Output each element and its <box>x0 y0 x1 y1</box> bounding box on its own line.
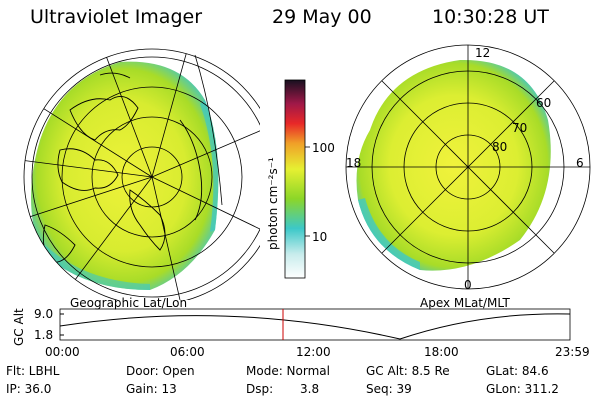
ip-info: IP: 36.0 <box>6 382 52 396</box>
app-title: Ultraviolet Imager <box>30 6 203 28</box>
colorbar-gradient <box>284 79 306 279</box>
mlat-label-60: 60 <box>536 96 552 110</box>
gain-info: Gain: 13 <box>126 382 177 396</box>
glon-info: GLon: 311.2 <box>486 382 559 396</box>
polar-grid <box>345 44 591 290</box>
date-label: 29 May 00 <box>272 6 372 28</box>
seq-info: Seq: 39 <box>366 382 412 396</box>
mlat-label-80: 80 <box>492 140 508 154</box>
mlat-label-70: 70 <box>512 121 528 135</box>
altitude-ylabel: GC Alt <box>12 308 26 346</box>
geographic-image-panel <box>23 48 260 300</box>
coastlines <box>42 72 203 263</box>
filter-info: Flt: LBHL <box>6 364 60 378</box>
time-tick-2359: 23:59 <box>555 345 590 359</box>
mlt-label-12: 12 <box>475 46 491 60</box>
colorbar <box>284 79 310 279</box>
altitude-plot <box>59 308 571 341</box>
glat-info: GLat: 84.6 <box>486 364 549 378</box>
auroral-emission-region <box>31 61 219 290</box>
geographic-panel-label: Geographic Lat/Lon <box>70 296 188 310</box>
colorbar-unit-label: photon cm⁻²s⁻¹ <box>266 157 280 250</box>
altitude-ytick-1-8: 1.8 <box>34 328 54 342</box>
door-info: Door: Open <box>126 364 195 378</box>
time-tick-1800: 18:00 <box>424 345 459 359</box>
time-tick-0000: 00:00 <box>45 345 80 359</box>
altitude-ytick-9: 9.0 <box>34 307 54 321</box>
dsp-label: Dsp: <box>246 382 274 396</box>
mlt-label-0: 0 <box>464 278 472 292</box>
time-tick-0600: 06:00 <box>170 345 205 359</box>
mlt-label-6: 6 <box>576 156 584 170</box>
colorbar-tick-100: 100 <box>312 141 335 155</box>
polar-panel-label: Apex MLat/MLT <box>420 296 510 310</box>
mlt-label-18: 18 <box>346 156 362 170</box>
mode-info: Mode: Normal <box>246 364 330 378</box>
time-label: 10:30:28 UT <box>432 6 549 28</box>
altitude-curve <box>59 313 571 340</box>
dsp-value: 3.8 <box>300 382 320 396</box>
gc-alt-info: GC Alt: 8.5 Re <box>366 364 450 378</box>
colorbar-tick-10: 10 <box>312 230 328 244</box>
polar-mlat-mlt-panel <box>345 44 591 290</box>
time-tick-1200: 12:00 <box>296 345 331 359</box>
